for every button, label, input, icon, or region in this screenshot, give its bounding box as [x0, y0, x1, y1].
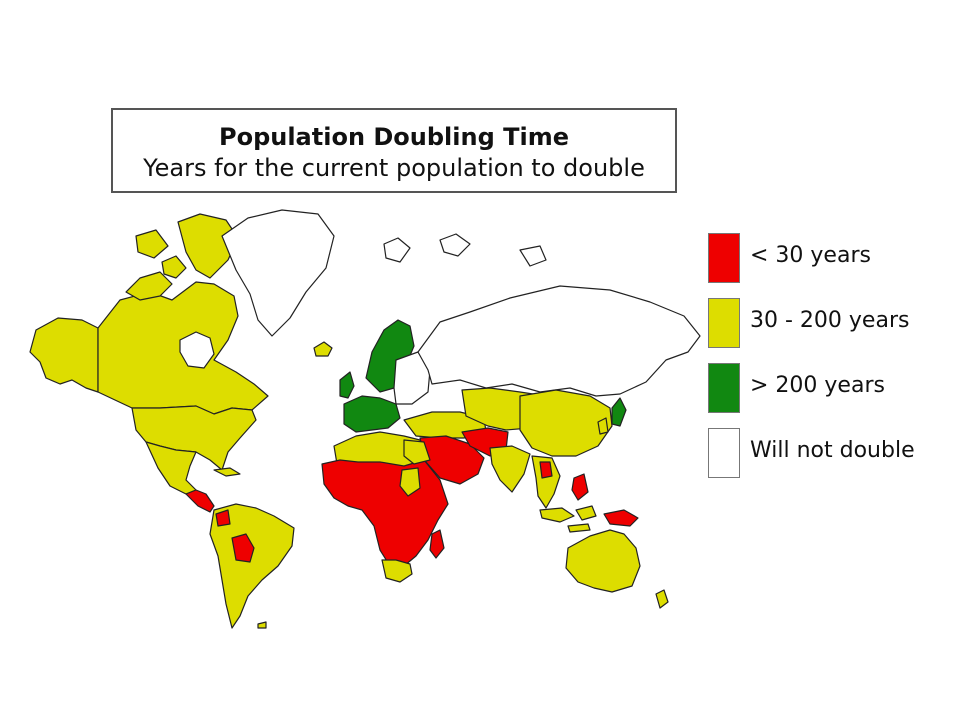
legend-item-will-not-double: Will not double — [708, 428, 948, 480]
legend-label-will-not-double: Will not double — [750, 438, 915, 463]
region-colombia — [215, 509, 231, 527]
region-russia — [417, 285, 701, 397]
region-south-america — [209, 503, 295, 629]
legend-swatch-red — [708, 233, 740, 283]
region-cuba — [213, 467, 241, 477]
legend-swatch-yellow — [708, 298, 740, 348]
region-laos-cambodia — [539, 461, 553, 479]
region-indonesia-3 — [567, 523, 591, 533]
region-philippines — [571, 473, 589, 501]
region-china — [519, 389, 613, 457]
hudson-bay — [179, 331, 215, 369]
region-india — [489, 445, 531, 493]
region-western-europe — [343, 395, 401, 433]
region-new-guinea — [603, 509, 639, 527]
region-southeast-asia — [531, 455, 561, 509]
region-sudan — [399, 467, 421, 497]
region-mexico — [145, 441, 197, 495]
region-new-zealand — [655, 589, 669, 609]
region-egypt — [403, 439, 431, 465]
region-arctic-islands-2 — [439, 233, 471, 257]
region-japan — [611, 397, 627, 427]
region-arctic-islands-1 — [383, 237, 411, 263]
region-falklands — [257, 621, 267, 629]
legend-swatch-green — [708, 363, 740, 413]
map-title-box: Population Doubling Time Years for the c… — [111, 108, 677, 193]
region-central-america — [185, 489, 215, 513]
legend-label-30-200: 30 - 200 years — [750, 308, 910, 333]
region-bolivia — [231, 533, 255, 563]
region-west-central-africa — [321, 459, 449, 567]
map-subtitle: Years for the current population to doub… — [143, 154, 645, 182]
region-greenland — [221, 209, 335, 337]
region-scandinavia — [365, 319, 415, 393]
region-canada-arctic-4 — [161, 255, 187, 279]
region-arabia — [419, 435, 485, 485]
region-indonesia-1 — [539, 507, 575, 523]
legend-item-over-200: > 200 years — [708, 363, 948, 415]
region-canada-arctic-1 — [177, 213, 239, 279]
region-southern-africa — [381, 559, 413, 583]
region-uk — [339, 371, 355, 399]
legend-label-under-30: < 30 years — [750, 243, 871, 268]
region-canada-arctic-2 — [125, 271, 173, 301]
region-canada-arctic-3 — [135, 229, 169, 259]
region-arctic-islands-3 — [519, 245, 547, 267]
legend-label-over-200: > 200 years — [750, 373, 885, 398]
region-iceland — [313, 341, 333, 357]
region-korea — [597, 417, 609, 435]
map-title: Population Doubling Time — [218, 123, 570, 151]
region-australia — [565, 529, 641, 593]
legend-item-30-200: 30 - 200 years — [708, 298, 948, 350]
legend-item-under-30: < 30 years — [708, 233, 948, 285]
legend-swatch-white — [708, 428, 740, 478]
region-indonesia-2 — [575, 505, 597, 521]
region-usa — [131, 405, 257, 471]
region-alaska — [29, 317, 99, 393]
region-madagascar — [429, 529, 445, 559]
